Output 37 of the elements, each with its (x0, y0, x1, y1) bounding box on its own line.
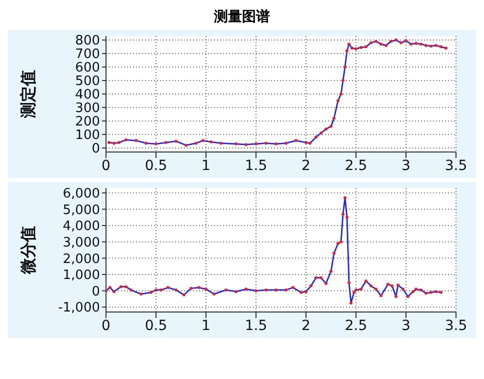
y-tick-label: 300 (75, 101, 100, 116)
y-tick-label: 700 (75, 47, 100, 62)
x-tick-label: 2.5 (344, 158, 368, 174)
y-axis-title: 微分值 (18, 226, 38, 275)
x-tick-label: 0 (102, 318, 110, 334)
x-tick-label: 3 (402, 158, 410, 174)
line-series (108, 38, 448, 147)
y-tick-label: 5,000 (62, 202, 100, 218)
x-tick-label: 0.5 (144, 158, 168, 174)
y-tick-label: 1,000 (62, 268, 100, 284)
x-tick-label: 3 (402, 318, 410, 334)
y-tick-label: 500 (75, 74, 100, 90)
y-tick-label: 400 (75, 88, 100, 103)
y-tick-label: 0 (92, 142, 100, 157)
x-tick-label: 1.5 (244, 158, 268, 174)
y-tick-label: 3,000 (62, 235, 100, 250)
y-tick-label: 4,000 (62, 219, 100, 234)
y-tick-label: 200 (75, 114, 100, 130)
x-tick-label: 1 (202, 318, 210, 334)
x-tick-label: 2 (302, 158, 310, 174)
y-tick-label: -1,000 (58, 300, 100, 316)
x-tick-label: 0.5 (144, 318, 168, 334)
y-tick-label: 600 (75, 60, 100, 76)
chart-title: 测量图谱 (213, 8, 271, 26)
x-tick-label: 1.5 (244, 318, 268, 334)
y-tick-label: 6,000 (62, 186, 100, 202)
y-tick-label: 800 (75, 34, 100, 49)
y-tick-label: 100 (75, 128, 100, 144)
y-tick-label: 2,000 (62, 252, 100, 267)
y-axis-title: 测定值 (18, 70, 38, 119)
x-tick-label: 0 (102, 158, 110, 174)
x-tick-label: 1 (202, 158, 210, 174)
x-tick-label: 3.5 (444, 318, 468, 334)
x-tick-label: 2 (302, 318, 310, 334)
x-tick-label: 2.5 (344, 318, 368, 334)
x-tick-label: 3.5 (444, 158, 468, 174)
y-tick-label: 0 (92, 284, 100, 300)
